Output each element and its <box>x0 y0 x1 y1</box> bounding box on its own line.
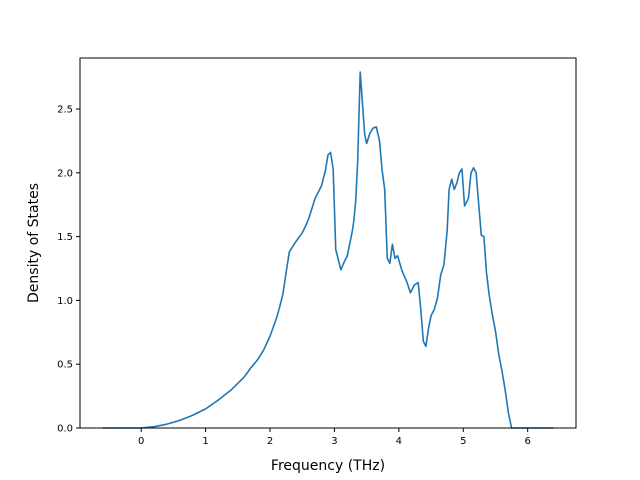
x-ticks: 0 1 2 3 4 5 6 <box>138 428 531 447</box>
plot-frame <box>79 57 577 429</box>
y-tick-label: 2.5 <box>57 105 73 116</box>
x-axis-label: Frequency (THz) <box>271 458 385 474</box>
plot-area <box>80 58 576 428</box>
x-tick-label: 5 <box>460 436 466 447</box>
x-tick-label: 3 <box>331 436 337 447</box>
x-tick-label: 0 <box>138 436 144 447</box>
y-tick-label: 1.0 <box>57 296 73 307</box>
y-axis-label: Density of States <box>26 183 42 303</box>
series-line-0 <box>102 71 554 429</box>
y-tick-label: 0.5 <box>57 360 73 371</box>
y-tick-label: 2.0 <box>57 168 73 179</box>
y-ticks: 0.0 0.5 1.0 1.5 2.0 2.5 <box>57 105 80 435</box>
y-tick-label: 0.0 <box>57 424 73 435</box>
x-tick-label: 2 <box>267 436 273 447</box>
x-tick-label: 6 <box>525 436 531 447</box>
x-tick-label: 1 <box>202 436 208 447</box>
series-group <box>102 71 554 429</box>
x-tick-label: 4 <box>396 436 402 447</box>
y-tick-label: 1.5 <box>57 232 73 243</box>
